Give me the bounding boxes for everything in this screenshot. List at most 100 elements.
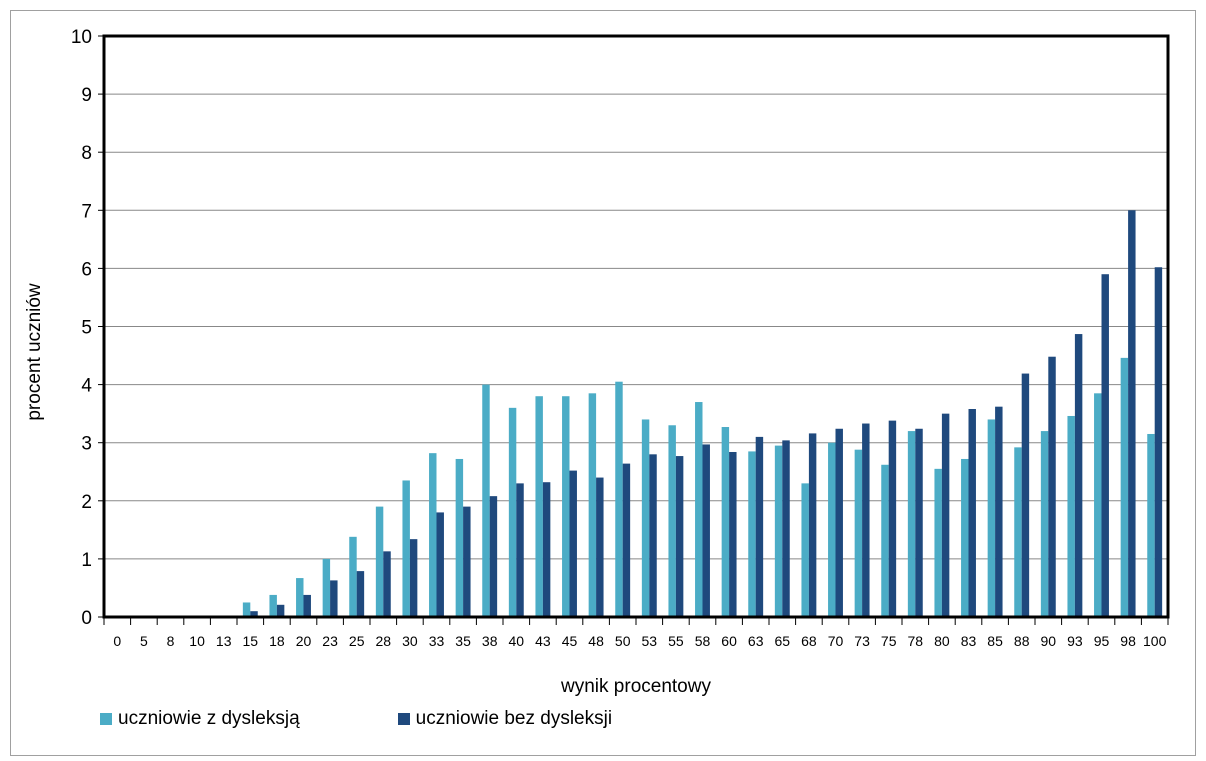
y-tick-label-10: 10 bbox=[71, 27, 92, 48]
x-tick-label-80: 80 bbox=[934, 633, 950, 649]
y-tick-label-0: 0 bbox=[81, 608, 92, 629]
bar-dyslexia-28 bbox=[375, 506, 384, 617]
bar-dyslexia-90 bbox=[1040, 431, 1049, 617]
x-tick-label-63: 63 bbox=[748, 633, 764, 649]
x-tick-label-10: 10 bbox=[189, 633, 205, 649]
bar-dyslexia-55 bbox=[668, 425, 676, 617]
x-tick-label-95: 95 bbox=[1094, 633, 1110, 649]
bar-no-dyslexia-80 bbox=[941, 413, 950, 617]
bar-no-dyslexia-83 bbox=[968, 409, 976, 617]
legend-item-dyslexia: uczniowie z dysleksją bbox=[100, 708, 300, 730]
x-tick-label-33: 33 bbox=[429, 633, 445, 649]
bar-no-dyslexia-55 bbox=[675, 456, 684, 617]
bar-no-dyslexia-35 bbox=[463, 506, 471, 617]
bar-dyslexia-88 bbox=[1014, 447, 1022, 617]
bar-dyslexia-93 bbox=[1067, 415, 1075, 617]
bar-no-dyslexia-93 bbox=[1074, 334, 1083, 617]
bar-no-dyslexia-30 bbox=[409, 539, 418, 617]
x-tick-label-23: 23 bbox=[322, 633, 338, 649]
x-tick-label-98: 98 bbox=[1120, 633, 1136, 649]
x-tick-label-45: 45 bbox=[562, 633, 578, 649]
y-tick-label-3: 3 bbox=[81, 434, 92, 455]
x-tick-label-58: 58 bbox=[695, 633, 711, 649]
bar-no-dyslexia-58 bbox=[702, 444, 710, 617]
bar-no-dyslexia-95 bbox=[1101, 274, 1109, 617]
bar-dyslexia-30 bbox=[402, 480, 410, 617]
bar-dyslexia-80 bbox=[934, 468, 942, 617]
x-tick-label-18: 18 bbox=[269, 633, 285, 649]
bar-dyslexia-45 bbox=[562, 396, 570, 617]
legend-swatch-dyslexia bbox=[100, 713, 112, 725]
bar-no-dyslexia-33 bbox=[436, 512, 444, 617]
x-tick-label-43: 43 bbox=[535, 633, 551, 649]
chart-outer-border bbox=[10, 10, 1196, 756]
bar-dyslexia-78 bbox=[907, 431, 916, 617]
y-tick-label-9: 9 bbox=[81, 85, 92, 106]
bar-no-dyslexia-50 bbox=[622, 463, 631, 617]
bar-dyslexia-38 bbox=[482, 384, 490, 617]
x-tick-label-20: 20 bbox=[296, 633, 312, 649]
bar-no-dyslexia-78 bbox=[915, 428, 923, 617]
bar-no-dyslexia-100 bbox=[1154, 267, 1163, 617]
bar-dyslexia-75 bbox=[881, 464, 889, 617]
bar-dyslexia-73 bbox=[854, 449, 863, 617]
x-tick-label-88: 88 bbox=[1014, 633, 1030, 649]
bar-no-dyslexia-65 bbox=[782, 440, 790, 617]
x-tick-label-60: 60 bbox=[721, 633, 737, 649]
bar-no-dyslexia-15 bbox=[250, 611, 258, 617]
bar-dyslexia-100 bbox=[1147, 433, 1155, 617]
bar-no-dyslexia-18 bbox=[276, 604, 285, 617]
bar-dyslexia-20 bbox=[296, 578, 304, 617]
y-tick-label-5: 5 bbox=[81, 318, 92, 339]
bar-dyslexia-48 bbox=[588, 393, 597, 617]
y-tick-label-1: 1 bbox=[81, 550, 92, 571]
x-tick-label-38: 38 bbox=[482, 633, 498, 649]
y-tick-label-4: 4 bbox=[81, 376, 92, 397]
bar-no-dyslexia-43 bbox=[542, 482, 551, 617]
bar-dyslexia-60 bbox=[721, 427, 730, 617]
x-tick-label-68: 68 bbox=[801, 633, 817, 649]
legend-label-no-dyslexia: uczniowie bez dysleksji bbox=[415, 708, 613, 729]
x-tick-label-30: 30 bbox=[402, 633, 418, 649]
gridlines bbox=[104, 35, 1168, 618]
legend-item-no-dyslexia: uczniowie bez dysleksji bbox=[397, 708, 613, 730]
bar-dyslexia-23 bbox=[322, 558, 331, 617]
x-tick-label-55: 55 bbox=[668, 633, 684, 649]
bar-no-dyslexia-88 bbox=[1021, 373, 1030, 617]
bar-no-dyslexia-40 bbox=[516, 483, 524, 617]
bar-dyslexia-15 bbox=[242, 602, 251, 617]
y-tick-label-7: 7 bbox=[81, 201, 92, 222]
bar-dyslexia-43 bbox=[535, 396, 543, 617]
legend-label-dyslexia: uczniowie z dysleksją bbox=[118, 708, 300, 729]
legend: uczniowie z dysleksją uczniowie bez dysl… bbox=[100, 708, 710, 730]
x-axis-ticks: 0 5 8 10 13 15 18 20 23 25 28 30 33 35 38 40 43 45 48 50 53 5… bbox=[103, 617, 1169, 649]
x-axis-label: wynik procentowy bbox=[560, 676, 711, 697]
bar-no-dyslexia-20 bbox=[303, 594, 311, 617]
bar-no-dyslexia-48 bbox=[596, 477, 604, 617]
x-tick-label-5: 5 bbox=[140, 633, 148, 649]
x-tick-label-70: 70 bbox=[828, 633, 844, 649]
x-tick-label-28: 28 bbox=[376, 633, 392, 649]
bar-no-dyslexia-68 bbox=[808, 433, 817, 617]
x-tick-label-78: 78 bbox=[908, 633, 924, 649]
x-tick-label-85: 85 bbox=[987, 633, 1003, 649]
x-tick-label-100: 100 bbox=[1143, 633, 1167, 649]
bar-no-dyslexia-28 bbox=[383, 551, 391, 617]
bars bbox=[216, 210, 1163, 618]
x-tick-label-53: 53 bbox=[642, 633, 658, 649]
bar-dyslexia-33 bbox=[429, 453, 437, 617]
bar-no-dyslexia-23 bbox=[330, 580, 338, 617]
bar-dyslexia-85 bbox=[987, 419, 996, 617]
y-tick-label-6: 6 bbox=[81, 259, 92, 280]
bar-no-dyslexia-38 bbox=[489, 496, 498, 617]
bar-dyslexia-35 bbox=[455, 458, 464, 617]
bar-no-dyslexia-85 bbox=[995, 406, 1003, 617]
x-tick-label-15: 15 bbox=[243, 633, 259, 649]
x-tick-label-0: 0 bbox=[113, 633, 121, 649]
bar-dyslexia-63 bbox=[748, 451, 756, 617]
bar-no-dyslexia-90 bbox=[1048, 356, 1056, 617]
bar-dyslexia-70 bbox=[828, 442, 836, 617]
x-tick-label-48: 48 bbox=[588, 633, 604, 649]
